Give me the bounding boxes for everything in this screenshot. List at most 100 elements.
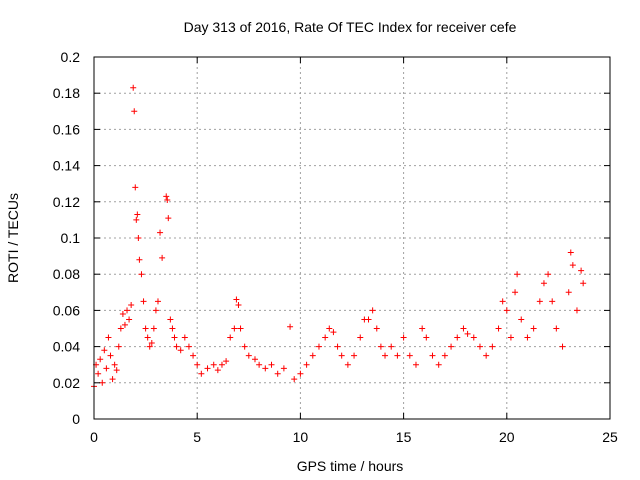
data-point <box>173 343 180 350</box>
y-tick-label: 0.2 <box>61 49 81 65</box>
data-point <box>530 325 537 332</box>
data-point <box>373 325 380 332</box>
data-point <box>309 352 316 359</box>
y-tick-label: 0.18 <box>53 85 80 101</box>
data-point <box>210 361 217 368</box>
data-point <box>157 229 164 236</box>
data-point <box>369 307 376 314</box>
data-point <box>280 365 287 372</box>
data-point <box>262 365 269 372</box>
data-point <box>559 343 566 350</box>
data-point <box>377 343 384 350</box>
data-point <box>117 325 124 332</box>
data-point <box>524 334 531 341</box>
data-point <box>580 280 587 287</box>
data-point <box>499 298 506 305</box>
data-point <box>297 370 304 377</box>
data-point <box>536 298 543 305</box>
chart-title: Day 313 of 2016, Rate Of TEC Index for r… <box>184 19 517 35</box>
x-tick-label: 15 <box>396 429 412 445</box>
data-point <box>503 307 510 314</box>
data-point <box>483 352 490 359</box>
y-tick-label: 0.06 <box>53 302 80 318</box>
data-point <box>388 343 395 350</box>
data-point <box>365 316 372 323</box>
x-tick-label: 10 <box>293 429 309 445</box>
data-point <box>429 352 436 359</box>
data-point <box>130 84 137 91</box>
data-point <box>132 184 139 191</box>
data-point <box>159 254 166 261</box>
data-point <box>357 334 364 341</box>
data-point <box>518 316 525 323</box>
data-point <box>470 334 477 341</box>
data-points <box>91 84 587 390</box>
data-point <box>274 370 281 377</box>
data-point <box>322 334 329 341</box>
data-point <box>133 216 140 223</box>
data-point <box>565 289 572 296</box>
data-point <box>167 316 174 323</box>
data-point <box>291 376 298 383</box>
x-axis-label: GPS time / hours <box>297 458 404 474</box>
data-point <box>138 271 145 278</box>
grid <box>94 57 610 419</box>
data-point <box>140 298 147 305</box>
data-point <box>233 296 240 303</box>
data-point <box>101 347 108 354</box>
data-point <box>126 316 133 323</box>
data-point <box>412 361 419 368</box>
data-point <box>136 256 143 263</box>
data-point <box>423 334 430 341</box>
plot-frame <box>93 56 611 420</box>
data-point <box>237 325 244 332</box>
data-point <box>150 325 157 332</box>
y-tick-label: 0.08 <box>53 266 80 282</box>
data-point <box>578 267 585 274</box>
data-point <box>115 343 122 350</box>
x-tick-label: 0 <box>90 429 98 445</box>
data-point <box>134 211 141 218</box>
data-point <box>223 358 230 365</box>
data-point <box>268 361 275 368</box>
data-point <box>454 334 461 341</box>
data-point <box>119 311 126 318</box>
data-point <box>103 365 110 372</box>
data-point <box>400 334 407 341</box>
y-tick-label: 0.14 <box>53 158 80 174</box>
data-point <box>489 343 496 350</box>
data-point <box>330 329 337 336</box>
data-point <box>334 343 341 350</box>
data-point <box>351 352 358 359</box>
data-point <box>105 334 112 341</box>
data-point <box>241 343 248 350</box>
data-point <box>148 339 155 346</box>
data-point <box>190 352 197 359</box>
data-point <box>218 361 225 368</box>
data-point <box>135 235 142 241</box>
y-tick-label: 0 <box>72 411 80 427</box>
x-tick-label: 25 <box>602 429 618 445</box>
data-point <box>111 361 118 368</box>
data-point <box>107 352 114 359</box>
y-tick-label: 0.02 <box>53 375 80 391</box>
data-point <box>99 379 106 386</box>
axis-ticks <box>93 56 611 420</box>
data-point <box>171 334 178 341</box>
data-point <box>204 365 211 372</box>
data-point <box>181 334 188 341</box>
data-point <box>394 352 401 359</box>
data-point <box>344 361 351 368</box>
data-point <box>113 367 120 374</box>
data-point <box>464 330 471 337</box>
data-point <box>540 280 547 287</box>
data-point <box>419 325 426 332</box>
data-point <box>512 289 519 296</box>
data-point <box>567 249 574 256</box>
data-point <box>227 334 234 341</box>
data-point <box>164 196 171 203</box>
data-point <box>315 343 322 350</box>
x-tick-label: 5 <box>193 429 201 445</box>
data-point <box>152 307 159 314</box>
